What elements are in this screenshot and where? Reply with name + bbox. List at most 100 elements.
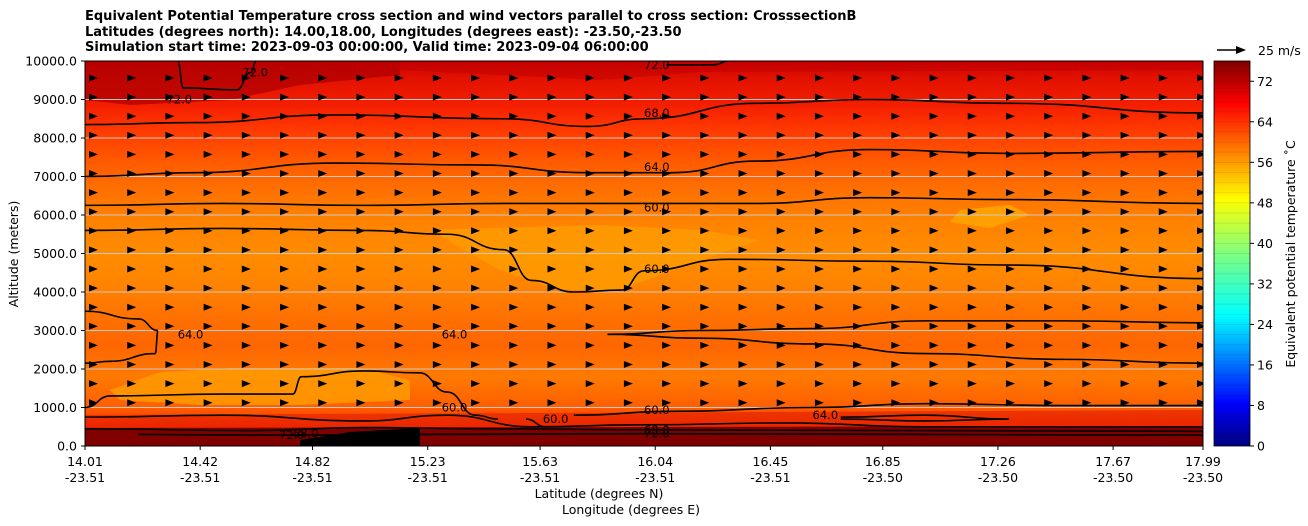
wind-vector-arrow — [241, 131, 251, 139]
wind-vector-arrow — [471, 208, 481, 216]
contour-label: 64.0 — [644, 160, 670, 174]
x-tick-label-lat: 17.26 — [980, 454, 1016, 469]
wind-vector-arrow — [891, 93, 901, 101]
wind-vector-arrow — [1005, 380, 1015, 388]
wind-vector-arrow — [89, 380, 98, 388]
wind-vector-arrow — [241, 265, 251, 273]
wind-vector-arrow — [280, 246, 290, 254]
y-tick-label: 9000.0 — [33, 92, 77, 107]
wind-vector-arrow — [241, 208, 251, 216]
wind-vector-arrow — [432, 74, 442, 82]
wind-vector-arrow — [738, 322, 748, 330]
wind-vector-arrow — [165, 189, 175, 197]
wind-vector-arrow — [891, 380, 901, 388]
wind-vector-arrow — [967, 170, 977, 177]
wind-vector-arrow — [967, 227, 977, 235]
wind-vector-arrow — [1120, 303, 1130, 311]
wind-vector-arrow — [814, 227, 824, 235]
x-tick-label-lat: 17.67 — [1095, 454, 1131, 469]
wind-vector-arrow — [1005, 227, 1015, 235]
wind-vector-arrow — [432, 341, 442, 349]
wind-vector-arrow — [585, 341, 595, 349]
wind-vector-arrow — [929, 341, 939, 349]
wind-vector-arrow — [280, 265, 290, 273]
wind-vector-arrow — [776, 131, 786, 139]
wind-vector-arrow — [394, 208, 404, 216]
contour-line-68 — [85, 426, 1203, 433]
wind-vector-arrow — [738, 284, 748, 292]
x-tick-label-lat: 14.82 — [295, 454, 331, 469]
wind-vector-arrow — [776, 150, 786, 158]
y-tick-label: 3000.0 — [33, 323, 77, 338]
wind-vector-arrow — [814, 74, 824, 82]
wind-vector-arrow — [547, 170, 557, 177]
wind-vector-arrow — [318, 341, 328, 349]
wind-vector-arrow — [738, 93, 748, 101]
wind-vector-arrow — [89, 150, 98, 158]
wind-vector-arrow — [203, 93, 213, 101]
x-tick-label-lat: 15.63 — [522, 454, 558, 469]
wind-vector-arrow — [700, 399, 710, 407]
wind-vector-arrow — [165, 112, 175, 120]
wind-vector-arrow — [738, 361, 748, 368]
wind-vector-arrow — [241, 150, 251, 158]
wind-vector-arrow — [394, 246, 404, 254]
wind-vector-arrow — [127, 341, 137, 349]
wind-vector-arrow — [318, 322, 328, 330]
wind-vector-arrow — [585, 227, 595, 235]
wind-vector-arrow — [738, 341, 748, 349]
x-tick-label-lon: -23.50 — [1183, 470, 1223, 485]
x-tick-label-lat: 16.85 — [865, 454, 901, 469]
colorbar-tick-label: 56 — [1257, 155, 1273, 170]
wind-vector-arrow — [662, 208, 672, 216]
wind-vector-arrow — [165, 380, 175, 388]
wind-vector-arrow — [203, 322, 213, 330]
title-line-1: Equivalent Potential Temperature cross s… — [85, 9, 857, 24]
wind-vector-arrow — [471, 170, 481, 177]
wind-vector-arrow — [814, 131, 824, 139]
wind-vector-arrow — [356, 189, 366, 197]
wind-vector-arrow — [623, 341, 633, 349]
wind-vector-arrow — [623, 208, 633, 216]
wind-vector-arrow — [738, 112, 748, 120]
wind-vector-arrow — [1005, 208, 1015, 216]
wind-vector-arrow — [432, 131, 442, 139]
wind-vector-arrow — [776, 93, 786, 101]
wind-vector-arrow — [891, 227, 901, 235]
wind-vector-arrow — [585, 265, 595, 273]
wind-vector-arrow — [662, 361, 672, 368]
wind-vector-arrow — [585, 284, 595, 292]
wind-vector-arrow — [203, 361, 213, 368]
contour-label: 60.0 — [442, 401, 468, 415]
y-tick-label: 4000.0 — [33, 285, 77, 300]
wind-vector-arrow — [280, 131, 290, 139]
wind-vector-arrow — [1197, 341, 1203, 349]
contour-label: 60.0 — [644, 262, 670, 276]
wind-vector-arrow — [127, 361, 137, 368]
colorbar-bands — [1214, 60, 1250, 447]
wind-vector-arrow — [776, 361, 786, 368]
wind-vector-arrow — [967, 341, 977, 349]
wind-vector-arrow — [891, 112, 901, 120]
wind-vector-arrow — [471, 93, 481, 101]
wind-vector-arrow — [127, 93, 137, 101]
wind-vector-arrow — [280, 341, 290, 349]
wind-vector-arrow — [356, 170, 366, 177]
wind-vector-arrow — [814, 361, 824, 368]
x-axis: 14.01-23.5114.42-23.5114.82-23.5115.23-2… — [65, 446, 1223, 485]
wind-vector-arrow — [1082, 208, 1092, 216]
wind-vector-arrow — [662, 93, 672, 101]
x-tick-label-lat: 16.45 — [753, 454, 789, 469]
wind-vector-arrow — [700, 131, 710, 139]
wind-vector-arrow — [700, 189, 710, 197]
wind-vector-arrow — [623, 246, 633, 254]
plot-area: 72.072.072.068.064.060.060.064.064.060.0… — [85, 61, 1203, 446]
wind-vector-arrow — [662, 303, 672, 311]
contour-label: 64.0 — [442, 327, 468, 341]
wind-vector-arrow — [509, 208, 519, 216]
wind-vector-arrow — [1197, 399, 1203, 407]
wind-vector-arrow — [1005, 131, 1015, 139]
x-tick-label-lat: 17.99 — [1185, 454, 1221, 469]
wind-vector-arrow — [776, 227, 786, 235]
wind-vector-arrow — [1120, 74, 1130, 82]
